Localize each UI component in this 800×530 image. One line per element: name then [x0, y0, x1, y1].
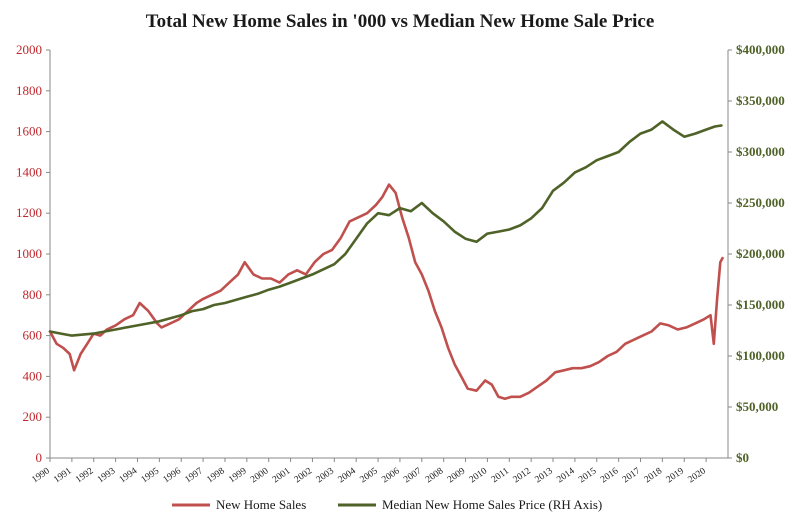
x-tick-label: 2004: [337, 466, 359, 485]
x-tick-label: 1998: [205, 466, 227, 485]
x-tick-label: 1996: [162, 466, 184, 485]
x-tick-label: 2009: [446, 466, 468, 485]
left-tick-label: 1600: [16, 124, 42, 139]
right-tick-label: $0: [736, 450, 749, 465]
left-axis-ticks: 0 200 400 600 800 1000 1200 1400 1600 1800 2000: [16, 42, 50, 465]
x-tick-label: 2007: [402, 466, 424, 485]
left-tick-label: 1800: [16, 83, 42, 98]
x-tick-label: 1997: [184, 466, 206, 485]
x-tick-label: 2000: [249, 466, 271, 485]
right-tick-label: $50,000: [736, 399, 778, 414]
x-tick-label: 2014: [555, 466, 577, 485]
left-tick-label: 1400: [16, 164, 42, 179]
x-tick-label: 1994: [118, 466, 140, 485]
legend-label-median-price: Median New Home Sales Price (RH Axis): [382, 497, 602, 512]
series-line-new-home-sales: [48, 183, 724, 401]
legend: New Home Sales Median New Home Sales Pri…: [172, 497, 602, 512]
series-line-median-price: [48, 120, 723, 337]
x-tick-label: 1992: [74, 466, 96, 485]
x-tick-label: 2012: [512, 466, 534, 485]
x-tick-label: 2016: [599, 466, 621, 485]
x-tick-label: 2015: [577, 466, 599, 485]
right-tick-label: $100,000: [736, 348, 785, 363]
x-tick-label: 2005: [358, 466, 380, 485]
x-tick-label: 2003: [315, 466, 337, 485]
left-tick-label: 0: [36, 450, 43, 465]
x-tick-label: 1995: [140, 466, 162, 485]
x-tick-label: 1990: [30, 466, 52, 485]
left-tick-label: 600: [23, 328, 43, 343]
x-tick-label: 2002: [293, 466, 315, 485]
x-tick-label: 1999: [227, 466, 249, 485]
right-tick-label: $250,000: [736, 195, 785, 210]
right-axis-ticks: $0 $50,000 $100,000 $150,000 $200,000 $250,00…: [728, 42, 785, 465]
x-tick-label: 2011: [490, 466, 511, 485]
x-tick-label: 2001: [271, 466, 293, 485]
x-tick-label: 2019: [665, 466, 687, 485]
right-tick-label: $200,000: [736, 246, 785, 261]
x-tick-label: 2013: [533, 466, 555, 485]
x-tick-label: 2006: [380, 466, 402, 485]
x-axis-ticks: 1990 1991 1992 1993 1994 1995 1996 1997 1998 1999…: [30, 458, 708, 485]
chart-title: Total New Home Sales in '000 vs Median N…: [146, 11, 655, 32]
x-tick-label: 2010: [468, 466, 490, 485]
x-tick-label: 2017: [621, 466, 643, 485]
x-tick-label: 1993: [96, 466, 118, 485]
left-tick-label: 200: [23, 409, 43, 424]
legend-label-new-home-sales: New Home Sales: [216, 497, 306, 512]
left-tick-label: 400: [23, 368, 43, 383]
right-tick-label: $300,000: [736, 144, 785, 159]
x-tick-label: 2018: [643, 466, 665, 485]
left-tick-label: 1200: [16, 205, 42, 220]
left-tick-label: 2000: [16, 42, 42, 57]
series-layer: [48, 120, 724, 401]
right-tick-label: $350,000: [736, 93, 785, 108]
left-tick-label: 800: [23, 287, 43, 302]
right-tick-label: $400,000: [736, 42, 785, 57]
x-tick-label: 2008: [424, 466, 446, 485]
right-tick-label: $150,000: [736, 297, 785, 312]
x-tick-label: 2020: [687, 466, 709, 485]
left-tick-label: 1000: [16, 246, 42, 261]
x-tick-label: 1991: [52, 466, 74, 485]
